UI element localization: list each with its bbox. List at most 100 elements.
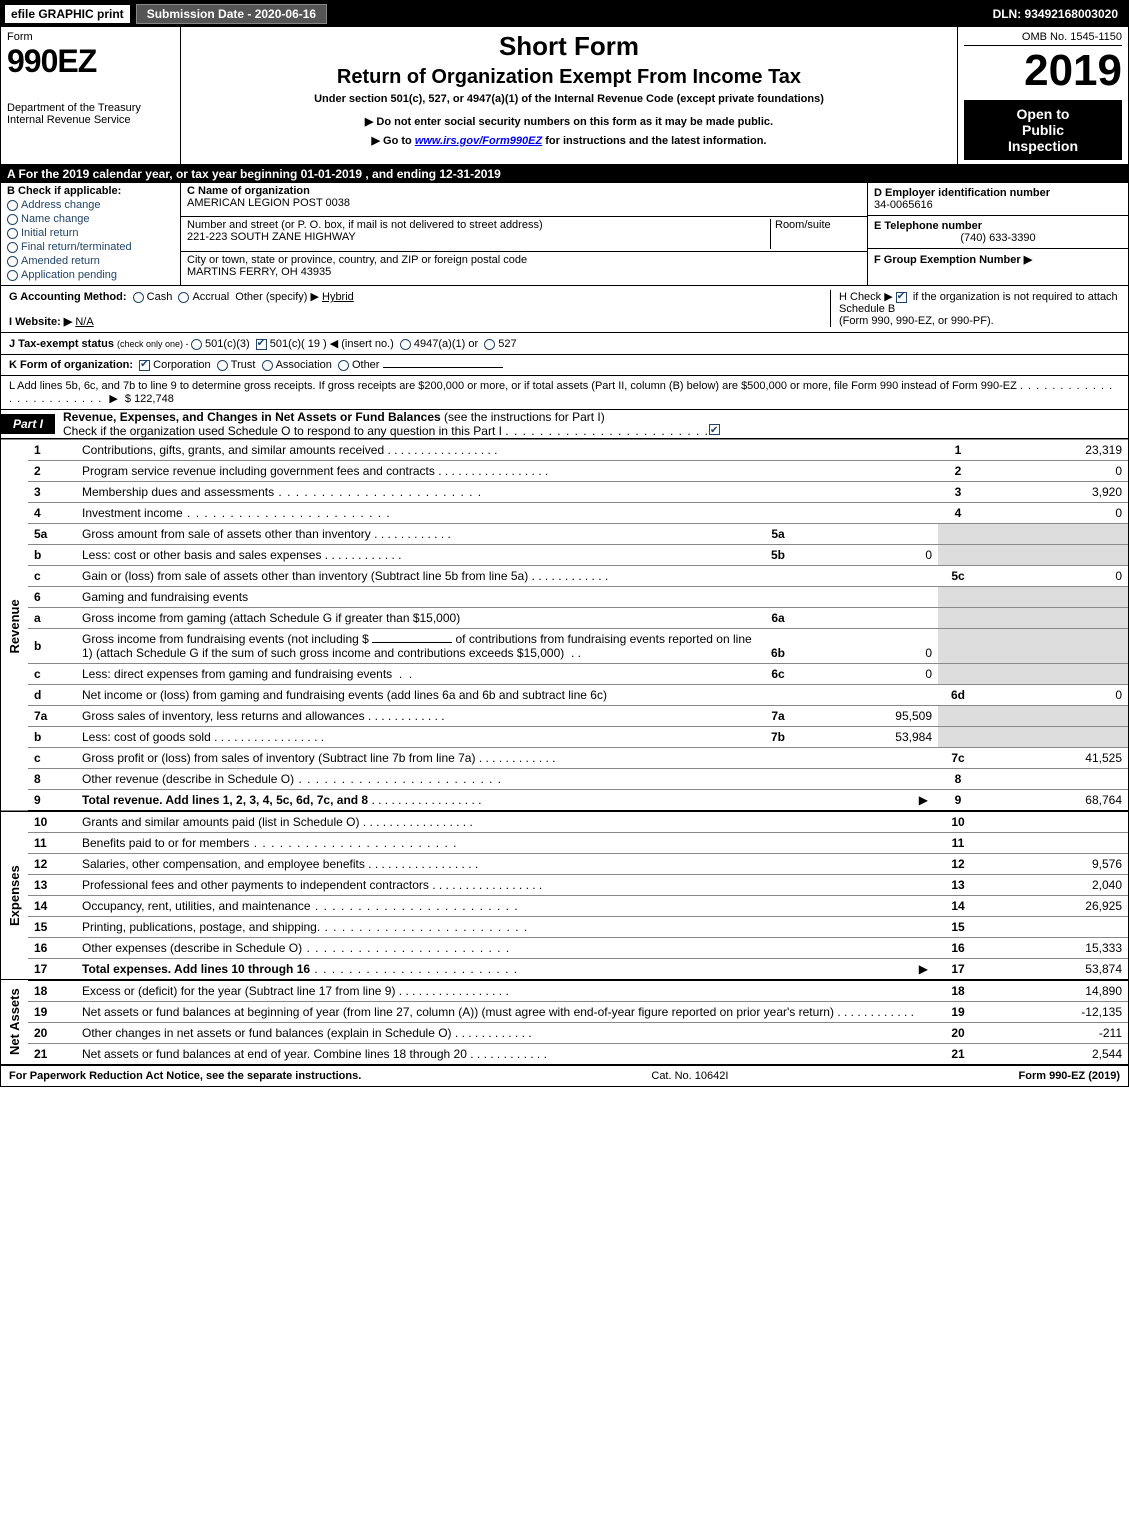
footer-left: For Paperwork Reduction Act Notice, see …	[9, 1070, 361, 1082]
line-16: 16 Other expenses (describe in Schedule …	[1, 938, 1128, 959]
l6c-greybox	[938, 664, 978, 685]
l7a-desc: Gross sales of inventory, less returns a…	[82, 709, 365, 723]
goto-line: ▶ Go to www.irs.gov/Form990EZ for instru…	[187, 134, 951, 147]
l6d-amt: 0	[978, 685, 1128, 706]
chk-schedule-o[interactable]	[709, 424, 720, 435]
i-label: I Website: ▶	[9, 316, 72, 328]
org-address: 221-223 SOUTH ZANE HIGHWAY	[187, 231, 356, 243]
chk-501c[interactable]	[256, 339, 267, 350]
part-i-note: (see the instructions for Part I)	[444, 410, 605, 424]
l17-desc: Total expenses. Add lines 10 through 16	[82, 962, 310, 976]
l11-num: 11	[28, 833, 76, 854]
chk-4947[interactable]	[400, 339, 411, 350]
chk-application-pending[interactable]	[7, 270, 18, 281]
section-a-taxyear: A For the 2019 calendar year, or tax yea…	[1, 165, 1128, 183]
section-c-address: Number and street (or P. O. box, if mail…	[181, 217, 867, 251]
l6b-ibox: 6b	[758, 629, 798, 664]
l6a-desc: Gross income from gaming (attach Schedul…	[76, 608, 758, 629]
line-3: 3 Membership dues and assessments 3 3,92…	[1, 482, 1128, 503]
opt-cash: Cash	[147, 291, 173, 303]
l6a-ibox: 6a	[758, 608, 798, 629]
l17-box: 17	[938, 959, 978, 981]
efile-print-button[interactable]: efile GRAPHIC print	[5, 5, 130, 23]
h-text1: H Check ▶	[839, 291, 896, 303]
l21-num: 21	[28, 1044, 76, 1065]
lines-table: Revenue 1 Contributions, gifts, grants, …	[1, 439, 1128, 1064]
l6-greybox	[938, 587, 978, 608]
l20-box: 20	[938, 1023, 978, 1044]
l2-desc: Program service revenue including govern…	[82, 464, 435, 478]
l11-box: 11	[938, 833, 978, 854]
l5b-num: b	[28, 545, 76, 566]
chk-cash[interactable]	[133, 292, 144, 303]
chk-association[interactable]	[262, 360, 273, 371]
chk-corporation[interactable]	[139, 360, 150, 371]
chk-address-change[interactable]	[7, 200, 18, 211]
l16-num: 16	[28, 938, 76, 959]
l18-desc: Excess or (deficit) for the year (Subtra…	[82, 984, 395, 998]
l6b-greybox	[938, 629, 978, 664]
l4-desc: Investment income	[82, 506, 183, 520]
goto-prefix: ▶ Go to	[372, 135, 415, 147]
l7b-ibox: 7b	[758, 727, 798, 748]
l7b-desc: Less: cost of goods sold	[82, 730, 211, 744]
l15-desc: Printing, publications, postage, and shi…	[82, 920, 320, 934]
l15-box: 15	[938, 917, 978, 938]
chk-final-return[interactable]	[7, 242, 18, 253]
page-footer: For Paperwork Reduction Act Notice, see …	[1, 1064, 1128, 1086]
l9-num: 9	[28, 790, 76, 812]
j-note: (check only one) -	[117, 339, 191, 349]
e-label: E Telephone number	[874, 220, 982, 232]
l13-num: 13	[28, 875, 76, 896]
chk-amended-return[interactable]	[7, 256, 18, 267]
c-label: C Name of organization	[187, 185, 310, 197]
chk-other-org[interactable]	[338, 360, 349, 371]
line-5a: 5a Gross amount from sale of assets othe…	[1, 524, 1128, 545]
l7c-box: 7c	[938, 748, 978, 769]
return-title: Return of Organization Exempt From Incom…	[187, 66, 951, 89]
chk-527[interactable]	[484, 339, 495, 350]
opt-association: Association	[276, 359, 332, 371]
l12-desc: Salaries, other compensation, and employ…	[82, 857, 365, 871]
opt-address-change: Address change	[21, 199, 101, 211]
l15-amt	[978, 917, 1128, 938]
line-15: 15 Printing, publications, postage, and …	[1, 917, 1128, 938]
side-net-assets: Net Assets	[1, 980, 28, 1064]
line-5c: c Gain or (loss) from sale of assets oth…	[1, 566, 1128, 587]
under-section: Under section 501(c), 527, or 4947(a)(1)…	[187, 93, 951, 105]
l19-box: 19	[938, 1002, 978, 1023]
l7b-ival: 53,984	[798, 727, 938, 748]
l6c-ival: 0	[798, 664, 938, 685]
line-9: 9 Total revenue. Add lines 1, 2, 3, 4, 5…	[1, 790, 1128, 812]
form-label: Form	[7, 31, 174, 43]
irs-link[interactable]: www.irs.gov/Form990EZ	[415, 135, 542, 147]
opt-accrual: Accrual	[192, 291, 229, 303]
l20-amt: -211	[978, 1023, 1128, 1044]
k-label: K Form of organization:	[9, 359, 133, 371]
l14-num: 14	[28, 896, 76, 917]
l19-desc: Net assets or fund balances at beginning…	[82, 1005, 834, 1019]
l19-amt: -12,135	[978, 1002, 1128, 1023]
accounting-method-value: Hybrid	[322, 291, 354, 303]
part-i-check-text: Check if the organization used Schedule …	[63, 424, 502, 438]
opt-trust: Trust	[231, 359, 256, 371]
chk-trust[interactable]	[217, 360, 228, 371]
l7a-greyamt	[978, 706, 1128, 727]
omb-number: OMB No. 1545-1150	[964, 31, 1122, 46]
g-label: G Accounting Method:	[9, 291, 127, 303]
chk-accrual[interactable]	[178, 292, 189, 303]
section-e: E Telephone number (740) 633-3390	[868, 216, 1128, 249]
section-b-title: B Check if applicable:	[7, 185, 174, 197]
chk-501c3[interactable]	[191, 339, 202, 350]
chk-schedule-b[interactable]	[896, 292, 907, 303]
ghijkl-block: G Accounting Method: Cash Accrual Other …	[1, 286, 1128, 409]
row-l: L Add lines 5b, 6c, and 7b to line 9 to …	[1, 376, 1128, 409]
l6c-ibox: 6c	[758, 664, 798, 685]
l8-num: 8	[28, 769, 76, 790]
l5b-ival: 0	[798, 545, 938, 566]
l18-amt: 14,890	[978, 980, 1128, 1002]
tax-year: 2019	[964, 46, 1122, 96]
chk-name-change[interactable]	[7, 214, 18, 225]
chk-initial-return[interactable]	[7, 228, 18, 239]
line-6a: a Gross income from gaming (attach Sched…	[1, 608, 1128, 629]
